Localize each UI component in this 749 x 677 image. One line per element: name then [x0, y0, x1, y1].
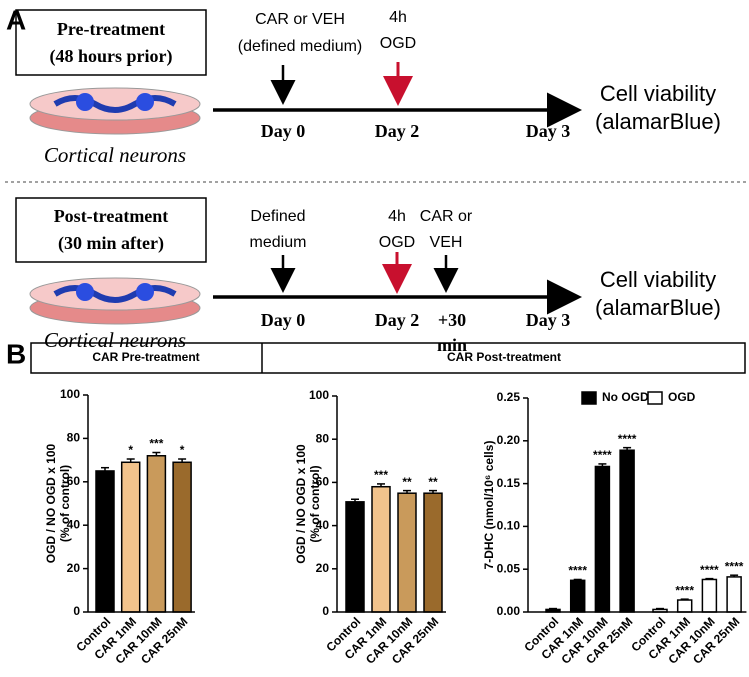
- y-tick-label: 0: [322, 604, 329, 618]
- event-text: 4h: [389, 9, 407, 26]
- bar: [397, 492, 417, 613]
- dish: [29, 277, 201, 325]
- event-text: OGD: [380, 35, 416, 52]
- day-label: Day 3: [526, 121, 571, 141]
- y-tick-label: 100: [309, 388, 329, 402]
- significance: ****: [700, 563, 719, 577]
- y-tick-label: 20: [316, 561, 330, 575]
- bar: [619, 449, 635, 613]
- y-tick-label: 0.20: [497, 433, 521, 447]
- bar: [594, 465, 611, 613]
- box: [15, 9, 207, 76]
- significance: ****: [593, 448, 612, 462]
- legend-label: OGD: [668, 390, 696, 404]
- significance: **: [428, 475, 438, 489]
- box-title: Pre-treatment: [57, 19, 165, 39]
- event-text: CAR or VEH: [255, 11, 345, 28]
- y-tick-label: 0.00: [497, 604, 521, 618]
- y-tick-label: 40: [316, 518, 330, 532]
- legend-swatch: [647, 391, 663, 405]
- bar: [423, 492, 443, 613]
- bar: [726, 576, 742, 613]
- box: [15, 197, 207, 263]
- day-label: Day 2: [375, 121, 420, 141]
- box-title: Post-treatment: [54, 206, 169, 226]
- header: CAR Pre-treatment: [92, 350, 199, 364]
- y-tick-label: 60: [316, 475, 330, 489]
- y-axis-label: (% of control): [308, 465, 322, 542]
- bar: [569, 579, 586, 613]
- day-label: Day 0: [261, 121, 306, 141]
- box-subtitle: (48 hours prior): [50, 46, 173, 67]
- significance: ***: [149, 437, 163, 451]
- y-tick-label: 0.10: [497, 519, 521, 533]
- bar: [95, 470, 115, 613]
- day-label: Day 0: [261, 310, 306, 330]
- bar: [146, 455, 167, 613]
- bar: [172, 461, 192, 613]
- event-text: (defined medium): [238, 38, 363, 55]
- y-tick-label: 0.25: [497, 390, 521, 404]
- day-label: Day 3: [526, 310, 571, 330]
- bar: [371, 485, 391, 613]
- significance: ****: [618, 432, 637, 446]
- cells-caption: Cortical neurons: [44, 143, 186, 167]
- dish: [29, 87, 201, 135]
- bar: [345, 501, 365, 613]
- event-text: medium: [250, 234, 307, 251]
- y-axis-label: OGD / NO OGD x 100: [294, 444, 308, 564]
- event-text: 4h: [388, 208, 406, 225]
- y-tick-label: 40: [67, 517, 81, 531]
- day-label: +30: [438, 310, 466, 330]
- y-axis-label: (% of control): [58, 465, 72, 542]
- result: Cell viability: [600, 81, 716, 106]
- box-subtitle: (30 min after): [58, 233, 164, 254]
- y-tick-label: 0: [73, 604, 80, 618]
- day-label: Day 2: [375, 310, 420, 330]
- y-tick-label: 0.05: [497, 561, 521, 575]
- event-text: VEH: [430, 234, 463, 251]
- result: (alamarBlue): [595, 109, 721, 134]
- bar: [676, 599, 693, 613]
- legend-label: No OGD: [602, 390, 649, 404]
- event-text: OGD: [379, 234, 415, 251]
- result: (alamarBlue): [595, 295, 721, 320]
- significance: ****: [568, 564, 587, 578]
- event-text: Defined: [250, 208, 305, 225]
- y-tick-label: 0.15: [497, 476, 521, 490]
- day-label: min: [437, 335, 467, 355]
- header-box: [30, 342, 746, 374]
- significance: *: [128, 443, 133, 457]
- legend-swatch: [581, 391, 597, 405]
- panel-label: B: [6, 338, 26, 369]
- bar: [701, 578, 718, 613]
- significance: *: [180, 443, 185, 457]
- y-tick-label: 100: [60, 387, 80, 401]
- event-text: CAR or: [420, 208, 473, 225]
- significance: **: [402, 475, 412, 489]
- cells-caption: Cortical neurons: [44, 328, 186, 352]
- bar: [120, 461, 141, 613]
- y-axis-label: OGD / NO OGD x 100: [44, 443, 58, 563]
- y-tick-label: 80: [316, 431, 330, 445]
- y-tick-label: 80: [67, 431, 81, 445]
- y-tick-label: 60: [67, 474, 81, 488]
- y-tick-label: 20: [67, 561, 81, 575]
- significance: ****: [675, 583, 694, 597]
- significance: ****: [725, 559, 744, 573]
- result: Cell viability: [600, 267, 716, 292]
- y-axis-label: 7-DHC (nmol/10⁶ cells): [482, 441, 496, 570]
- significance: ***: [374, 468, 388, 482]
- header: CAR Post-treatment: [447, 350, 561, 364]
